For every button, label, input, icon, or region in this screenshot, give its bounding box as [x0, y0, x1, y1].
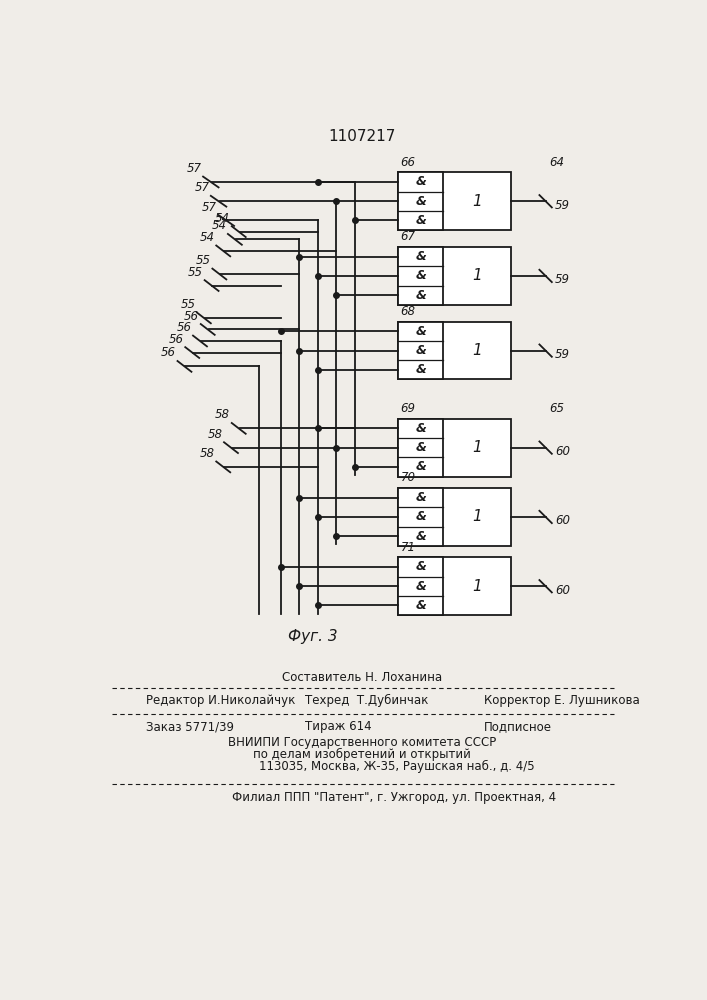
Text: 55: 55 [180, 298, 195, 311]
Text: 67: 67 [401, 230, 416, 243]
Text: Корректор Е. Лушникова: Корректор Е. Лушникова [484, 694, 639, 707]
Text: 59: 59 [555, 348, 570, 361]
Text: &: & [416, 363, 426, 376]
Text: 60: 60 [555, 514, 570, 527]
Bar [398, 419, 510, 477]
Text: 1: 1 [472, 194, 482, 209]
Text: 56: 56 [185, 310, 199, 323]
Text: 66: 66 [401, 156, 416, 169]
Bar [398, 488, 510, 546]
Text: 113035, Москва, Ж-35, Раушская наб., д. 4/5: 113035, Москва, Ж-35, Раушская наб., д. … [259, 760, 534, 773]
Text: &: & [416, 344, 426, 357]
Text: &: & [416, 460, 426, 473]
Bar [398, 557, 510, 615]
Text: &: & [416, 530, 426, 543]
Text: &: & [416, 269, 426, 282]
Text: 58: 58 [199, 447, 215, 460]
Text: Редактор И.Николайчук: Редактор И.Николайчук [146, 694, 296, 707]
Text: 58: 58 [207, 428, 223, 441]
Bar [398, 557, 443, 615]
Text: 57: 57 [194, 181, 209, 194]
Text: 70: 70 [401, 471, 416, 484]
Text: Филиал ППП "Патент", г. Ужгород, ул. Проектная, 4: Филиал ППП "Патент", г. Ужгород, ул. Про… [232, 791, 556, 804]
Text: 54: 54 [215, 212, 230, 225]
Text: 56: 56 [177, 321, 192, 334]
Text: Техред  Т.Дубинчак: Техред Т.Дубинчак [305, 694, 428, 707]
Text: по делам изобретений и открытий: по делам изобретений и открытий [253, 748, 471, 761]
Text: 1: 1 [472, 509, 482, 524]
Text: 1107217: 1107217 [328, 129, 396, 144]
Bar [398, 322, 443, 379]
Text: &: & [416, 422, 426, 435]
Text: &: & [416, 441, 426, 454]
Text: 59: 59 [555, 273, 570, 286]
Bar [398, 247, 510, 305]
Text: &: & [416, 175, 426, 188]
Text: &: & [416, 289, 426, 302]
Text: 65: 65 [549, 402, 564, 415]
Text: 64: 64 [549, 156, 564, 169]
Bar [398, 172, 443, 230]
Text: 59: 59 [555, 199, 570, 212]
Bar [398, 419, 443, 477]
Text: &: & [416, 195, 426, 208]
Text: 54: 54 [211, 219, 226, 232]
Text: 1: 1 [472, 343, 482, 358]
Text: 57: 57 [187, 162, 201, 175]
Text: &: & [416, 214, 426, 227]
Text: &: & [416, 491, 426, 504]
Text: &: & [416, 599, 426, 612]
Text: 1: 1 [472, 579, 482, 594]
Text: 58: 58 [215, 408, 230, 421]
Text: 1: 1 [472, 268, 482, 283]
Text: 56: 56 [161, 346, 176, 359]
Text: ВНИИПИ Государственного комитета СССР: ВНИИПИ Государственного комитета СССР [228, 736, 496, 749]
Text: Тираж 614: Тираж 614 [305, 720, 372, 733]
Text: 71: 71 [401, 541, 416, 554]
Bar [398, 322, 510, 379]
Text: Составитель Н. Лоханина: Составитель Н. Лоханина [282, 671, 442, 684]
Text: 68: 68 [401, 305, 416, 318]
Text: &: & [416, 510, 426, 523]
Text: 55: 55 [196, 254, 211, 267]
Text: 57: 57 [202, 201, 217, 214]
Bar [398, 172, 510, 230]
Text: 55: 55 [188, 266, 203, 279]
Text: &: & [416, 560, 426, 573]
Bar [398, 247, 443, 305]
Text: 56: 56 [169, 333, 184, 346]
Text: &: & [416, 580, 426, 593]
Text: 1: 1 [472, 440, 482, 455]
Text: Заказ 5771/39: Заказ 5771/39 [146, 720, 235, 733]
Text: Фуг. 3: Фуг. 3 [288, 629, 338, 644]
Text: 60: 60 [555, 445, 570, 458]
Bar [398, 488, 443, 546]
Text: Подписное: Подписное [484, 720, 551, 733]
Text: 54: 54 [199, 231, 215, 244]
Text: &: & [416, 250, 426, 263]
Text: 60: 60 [555, 584, 570, 597]
Text: 69: 69 [401, 402, 416, 415]
Text: &: & [416, 325, 426, 338]
